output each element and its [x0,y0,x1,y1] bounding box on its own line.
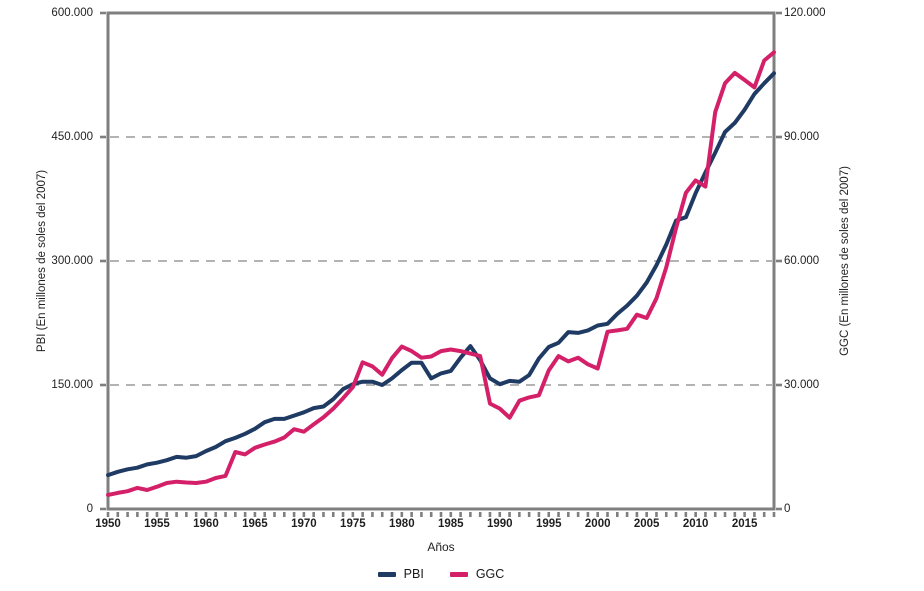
x-tick-label: 1955 [144,518,170,530]
y-left-tick-label: 450.000 [51,131,93,143]
ggc-line-swatch [449,571,468,577]
legend-label-pbi: PBI [403,567,424,581]
y-left-tick-label: 150.000 [51,379,93,391]
series-line-ggc [106,50,776,497]
x-tick-label: 2000 [584,518,611,530]
x-tick-label: 2010 [682,518,709,530]
legend-item-pbi: PBI [377,567,424,581]
y-right-tick-label: 90.000 [784,131,820,143]
plot-border [106,11,776,511]
y-right-tick-label: 30.000 [784,379,820,391]
x-tick-label: 1970 [291,518,317,530]
y-left-tick-label: 300.000 [51,255,93,267]
x-axis-title: Años [427,540,455,554]
pbi-line-swatch [377,571,396,577]
legend-label-ggc: GGC [475,567,505,581]
y-right-tick-label: 0 [784,503,791,515]
y-right-tick-label: 60.000 [784,255,820,267]
y-left-tick-label: 0 [86,503,93,515]
x-tick-label: 1975 [340,518,366,530]
x-tick-label: 1980 [389,518,415,530]
x-tick-label: 2015 [731,518,758,530]
legend-item-ggc: GGC [449,567,505,581]
x-tick-label: 2005 [633,518,660,530]
x-tick-label: 1950 [95,518,121,530]
x-tick-label: 1960 [193,518,219,530]
y-right-tick-label: 120.000 [784,7,826,19]
legend: PBI GGC [108,567,774,581]
x-tick-label: 1965 [242,518,268,530]
x-tick-label: 1995 [535,518,562,530]
series-line-pbi [106,71,776,478]
x-tick-label: 1990 [486,518,513,530]
x-tick-label: 1985 [437,518,464,530]
y-left-tick-label: 600.000 [51,7,93,19]
